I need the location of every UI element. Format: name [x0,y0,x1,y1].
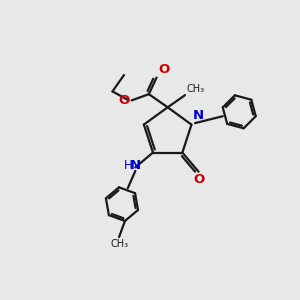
Text: N: N [130,159,141,172]
Text: N: N [193,109,204,122]
Text: H: H [124,159,133,172]
Text: O: O [119,94,130,107]
Text: O: O [158,63,169,76]
Text: CH₃: CH₃ [187,84,205,94]
Text: O: O [194,173,205,186]
Text: CH₃: CH₃ [110,239,128,249]
